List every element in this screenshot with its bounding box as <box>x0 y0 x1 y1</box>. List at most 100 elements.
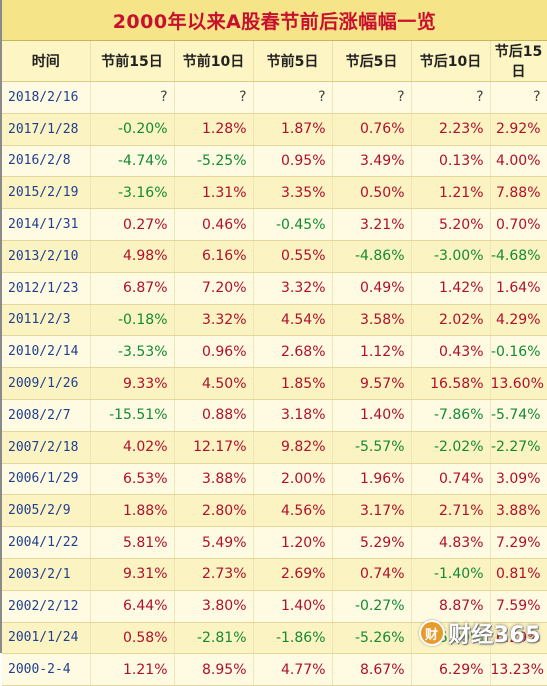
cell-date: 2002/2/12 <box>2 590 91 623</box>
cell-post-5: ? <box>332 81 412 114</box>
cell-pre-10: -5.25% <box>174 145 254 178</box>
table-row: 2012/1/23 6.87% 7.20% 3.32% 0.49% 1.42% 1.64% <box>2 272 547 305</box>
cell-pre-15: -0.18% <box>90 304 175 337</box>
column-header-post-10: 节后10日 <box>411 41 491 82</box>
cell-date: 2006/1/29 <box>2 463 91 496</box>
table-row: 2011/2/3 -0.18% 3.32% 4.54% 3.58% 2.02% 4.29% <box>2 304 547 337</box>
table-row: 2004/1/22 5.81% 5.49% 1.20% 5.29% 4.83% 7.29% <box>2 526 547 559</box>
cell-post-5: 1.96% <box>332 463 412 496</box>
table-row: 2013/2/10 4.98% 6.16% 0.55% -4.86% -3.00% -4.6… <box>2 240 547 273</box>
cell-post-10: -2.02% <box>411 431 491 464</box>
cell-post-5: 8.67% <box>332 653 412 686</box>
cell-pre-15: -15.51% <box>90 399 175 432</box>
cell-pre-15: 6.53% <box>90 463 175 496</box>
cell-post-15: 0.81% <box>490 558 547 591</box>
cell-pre-10: 0.46% <box>174 208 254 241</box>
cell-date: 2014/1/31 <box>2 208 91 241</box>
cell-post-5: -0.27% <box>332 590 412 623</box>
cell-pre-15: 4.98% <box>90 240 175 273</box>
cell-pre-15: -4.74% <box>90 145 175 178</box>
cell-pre-5: 3.18% <box>253 399 333 432</box>
cell-post-10: 16.58% <box>411 367 491 400</box>
cell-post-15: -4.68% <box>490 240 547 273</box>
table-row: 2001/1/24 0.58% -2.81% -1.86% -5.26% -5.99% 6.… <box>2 622 547 655</box>
cell-post-10: 1.42% <box>411 272 491 305</box>
cell-post-15: 3.88% <box>490 494 547 528</box>
table-row: 2014/1/31 0.27% 0.46% -0.45% 3.21% 5.20% 0.70% <box>2 208 547 241</box>
cell-pre-5: 3.35% <box>253 176 333 210</box>
cell-post-10: 0.43% <box>411 335 491 369</box>
table-title: 2000年以来A股春节前后涨幅幅一览 <box>2 0 547 41</box>
cell-pre-10: 12.17% <box>174 431 254 464</box>
cell-post-15: 2.92% <box>490 113 547 146</box>
cell-pre-15: 0.27% <box>90 208 175 241</box>
cell-pre-10: 6.16% <box>174 240 254 273</box>
cell-pre-5: ? <box>253 81 333 114</box>
cell-post-10: 5.20% <box>411 208 491 241</box>
column-header-pre-10: 节前10日 <box>174 41 254 82</box>
cell-pre-5: 4.54% <box>253 304 333 337</box>
cell-pre-15: 6.44% <box>90 590 175 623</box>
cell-post-10: 2.71% <box>411 494 491 528</box>
cell-pre-15: ? <box>90 81 175 114</box>
cell-post-10: ? <box>411 81 491 114</box>
cell-post-15: 7.59% <box>490 590 547 623</box>
column-header-pre-15: 节前15日 <box>90 41 175 82</box>
cell-post-5: 0.49% <box>332 272 412 305</box>
cell-post-5: 5.29% <box>332 526 412 559</box>
table-row: 2008/2/7 -15.51% 0.88% 3.18% 1.40% -7.86% -5.7… <box>2 399 547 432</box>
cell-date: 2008/2/7 <box>2 399 91 432</box>
cell-date: 2003/2/1 <box>2 558 91 591</box>
table-row: 2009/1/26 9.33% 4.50% 1.85% 9.57% 16.58% 13.60… <box>2 367 547 400</box>
cell-post-15: 7.29% <box>490 526 547 559</box>
column-header-post-5: 节后5日 <box>332 41 412 82</box>
cell-pre-15: 0.58% <box>90 622 175 655</box>
cell-date: 2007/2/18 <box>2 431 91 464</box>
cell-post-10: 6.29% <box>411 653 491 686</box>
table-row: 2010/2/14 -3.53% 0.96% 2.68% 1.12% 0.43% -0.16… <box>2 335 547 369</box>
cell-pre-10: -2.81% <box>174 622 254 655</box>
cell-pre-15: 9.33% <box>90 367 175 400</box>
cell-post-15: 0.70% <box>490 208 547 241</box>
cell-pre-5: 2.00% <box>253 463 333 496</box>
cell-post-10: 8.87% <box>411 590 491 623</box>
cell-post-10: 0.13% <box>411 145 491 178</box>
cell-post-15: 3.09% <box>490 463 547 496</box>
cell-post-10: 2.23% <box>411 113 491 146</box>
header-row: 时间 节前15日 节前10日 节前5日 节后5日 节后10日 节后15日 <box>2 41 547 82</box>
cell-post-15: -5.74% <box>490 399 547 432</box>
cell-date: 2015/2/19 <box>2 176 91 210</box>
cell-date: 2001/1/24 <box>2 622 91 655</box>
cell-date: 2004/1/22 <box>2 526 91 559</box>
cell-post-5: 1.40% <box>332 399 412 432</box>
cell-pre-5: -1.86% <box>253 622 333 655</box>
cell-pre-5: 9.82% <box>253 431 333 464</box>
cell-post-5: 3.58% <box>332 304 412 337</box>
cell-post-15: 6.29% <box>490 622 547 655</box>
cell-pre-15: -3.16% <box>90 176 175 210</box>
cell-date: 2010/2/14 <box>2 335 91 369</box>
cell-pre-15: 1.88% <box>90 494 175 528</box>
cell-post-5: -5.26% <box>332 622 412 655</box>
cell-date: 2005/2/9 <box>2 494 91 528</box>
cell-pre-10: 5.49% <box>174 526 254 559</box>
cell-pre-15: 9.31% <box>90 558 175 591</box>
column-header-pre-5: 节前5日 <box>253 41 333 82</box>
cell-date: 2000-2-4 <box>2 653 91 686</box>
cell-pre-10: 0.88% <box>174 399 254 432</box>
cell-post-15: 13.60% <box>490 367 547 400</box>
cell-pre-10: 3.32% <box>174 304 254 337</box>
table-row: 2015/2/19 -3.16% 1.31% 3.35% 0.50% 1.21% 7.88% <box>2 176 547 210</box>
cell-pre-5: 0.95% <box>253 145 333 178</box>
cell-date: 2013/2/10 <box>2 240 91 273</box>
returns-table: 时间 节前15日 节前10日 节前5日 节后5日 节后10日 节后15日 201… <box>2 41 547 686</box>
cell-pre-10: 7.20% <box>174 272 254 305</box>
cell-post-5: 0.50% <box>332 176 412 210</box>
cell-post-15: ? <box>490 81 547 114</box>
table-row: 2018/2/16?????? <box>2 81 547 114</box>
cell-post-10: 1.21% <box>411 176 491 210</box>
cell-pre-15: 6.87% <box>90 272 175 305</box>
cell-pre-10: ? <box>174 81 254 114</box>
table-row: 2016/2/8 -4.74% -5.25% 0.95% 3.49% 0.13% 4.00% <box>2 145 547 178</box>
